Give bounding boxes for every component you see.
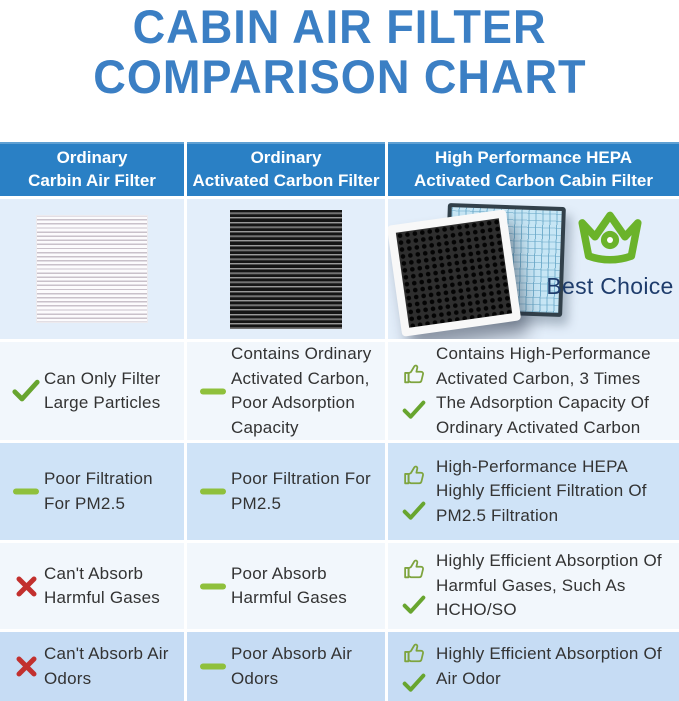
cell-text: Poor Filtration For PM2.5 <box>44 469 153 513</box>
table-cell: Can't Absorb Harmful Gases <box>0 543 184 629</box>
header-line: Ordinary <box>56 148 128 167</box>
x-icon <box>16 576 36 596</box>
ordinary-cabin-filter-photo <box>36 215 148 323</box>
header-line: Ordinary <box>250 148 322 167</box>
ordinary-activated-carbon-filter-photo <box>230 209 342 329</box>
table-cell: Highly Efficient Absorption Of Air Odor <box>388 632 679 701</box>
dash-icon <box>200 583 226 589</box>
column-header-ordinary-activated-carbon-filter: Ordinary Activated Carbon Filter <box>187 142 385 196</box>
table-cell: Highly Efficient Absorption Of Harmful G… <box>388 543 679 629</box>
check-icon <box>12 379 40 402</box>
page-title-line2: COMPARISON CHART <box>92 50 587 103</box>
cell-text: Can't Absorb Air Odors <box>44 644 169 688</box>
table-cell: Poor Filtration For PM2.5 <box>0 443 184 540</box>
check-icon <box>402 501 426 520</box>
header-line: Carbin Air Filter <box>28 171 156 190</box>
thumbs-up-icon <box>403 643 424 662</box>
dash-icon <box>200 488 226 495</box>
thumbs-up-icon <box>403 364 424 384</box>
header-line: Activated Carbon Filter <box>192 171 380 190</box>
image-cell-ordinary-cabin-filter <box>0 199 184 339</box>
thumbs-up-icon <box>403 559 424 579</box>
table-cell: Contains High-Performance Activated Carb… <box>388 342 679 440</box>
table-cell: Contains Ordinary Activated Carbon, Poor… <box>187 342 385 440</box>
table-cell: Poor Filtration For PM2.5 <box>187 443 385 540</box>
header-line: High Performance HEPA <box>434 148 633 167</box>
activated-carbon-filter-photo <box>388 209 522 337</box>
table-cell: Can Only Filter Large Particles <box>0 342 184 440</box>
cell-text: Contains Ordinary Activated Carbon, Poor… <box>231 344 372 437</box>
x-icon <box>16 656 36 677</box>
best-choice-badge: Best Choice <box>545 209 675 300</box>
page-title: CABIN AIR FILTER COMPARISON CHART <box>0 0 679 142</box>
check-icon <box>402 400 426 419</box>
column-header-ordinary-cabin-filter: Ordinary Carbin Air Filter <box>0 142 184 196</box>
best-choice-label: Best Choice <box>546 273 674 299</box>
dash-icon <box>13 488 39 495</box>
table-cell: Can't Absorb Air Odors <box>0 632 184 701</box>
cell-text: Poor Absorb Harmful Gases <box>231 563 347 608</box>
dash-icon <box>200 663 226 670</box>
comparison-table: Ordinary Carbin Air Filter Ordinary Acti… <box>0 142 679 701</box>
header-line: Activated Carbon Cabin Filter <box>414 171 653 190</box>
check-icon <box>402 595 426 614</box>
cell-text: Contains High-Performance Activated Carb… <box>436 344 651 437</box>
check-icon <box>402 673 426 692</box>
image-cell-ordinary-activated-carbon-filter <box>187 199 385 339</box>
cell-text: Can't Absorb Harmful Gases <box>44 563 160 608</box>
table-cell: High-Performance HEPA Highly Efficient F… <box>388 443 679 540</box>
table-cell: Poor Absorb Harmful Gases <box>187 543 385 629</box>
cell-text: Highly Efficient Absorption Of Air Odor <box>436 644 662 688</box>
crown-icon <box>578 211 642 264</box>
cell-text: Can Only Filter Large Particles <box>44 368 161 413</box>
cell-text: Poor Absorb Air Odors <box>231 644 353 688</box>
page-title-line1: CABIN AIR FILTER <box>132 0 547 53</box>
image-cell-hepa-filter: Best Choice <box>388 199 679 339</box>
table-cell: Poor Absorb Air Odors <box>187 632 385 701</box>
thumbs-up-icon <box>403 465 424 484</box>
dash-icon <box>200 388 226 394</box>
cell-text: Highly Efficient Absorption Of Harmful G… <box>436 551 662 620</box>
cell-text: Poor Filtration For PM2.5 <box>231 469 371 513</box>
cell-text: High-Performance HEPA Highly Efficient F… <box>436 456 647 525</box>
column-header-hepa-activated-carbon-filter: High Performance HEPA Activated Carbon C… <box>388 142 679 196</box>
